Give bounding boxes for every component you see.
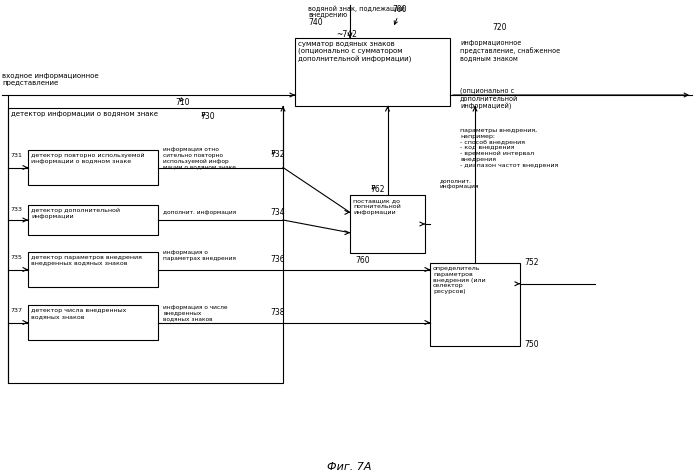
Text: детектор числа внедренных
водяных знаков: детектор числа внедренных водяных знаков <box>31 308 127 319</box>
Text: детектор информации о водяном знаке: детектор информации о водяном знаке <box>11 111 158 117</box>
Text: информация отно
сительно повторно
используемой инфор
мации о водяном знаке: информация отно сительно повторно исполь… <box>163 147 236 169</box>
Text: 762: 762 <box>370 185 384 194</box>
Text: детектор параметров внедрения
внедренных водяных знаков: детектор параметров внедрения внедренных… <box>31 255 142 266</box>
Text: Фиг. 7А: Фиг. 7А <box>326 462 371 472</box>
Text: информационное
представление, снабженное
водяным знаком: информационное представление, снабженное… <box>460 40 560 61</box>
Text: 735: 735 <box>10 255 22 260</box>
Text: информация о числе
внедренных
водяных знаков: информация о числе внедренных водяных зн… <box>163 305 228 322</box>
Text: водяной знак, подлежащий
внедрению: водяной знак, подлежащий внедрению <box>308 5 405 19</box>
Text: дополнит. информация: дополнит. информация <box>163 210 236 215</box>
Text: 730: 730 <box>200 112 215 121</box>
FancyBboxPatch shape <box>28 252 158 287</box>
FancyBboxPatch shape <box>350 195 425 253</box>
Text: поставщик до
попнительной
информации: поставщик до попнительной информации <box>353 198 401 215</box>
Text: 736: 736 <box>270 255 284 264</box>
Text: 734: 734 <box>270 208 284 217</box>
Text: 733: 733 <box>10 207 22 212</box>
Text: 752: 752 <box>524 258 538 267</box>
Text: 732: 732 <box>270 150 284 159</box>
Text: 710: 710 <box>175 98 189 107</box>
Text: детектор повторно используемой
информации о водяном знаке: детектор повторно используемой информаци… <box>31 153 145 164</box>
Text: определитель
параметров
внедрения (или
селектор
ресурсов): определитель параметров внедрения (или с… <box>433 266 486 294</box>
Text: сумматор водяных знаков
(опционально с сумматором
дополнительной информации): сумматор водяных знаков (опционально с с… <box>298 41 412 63</box>
Text: ~742: ~742 <box>336 30 357 39</box>
FancyBboxPatch shape <box>28 305 158 340</box>
Text: 750: 750 <box>524 340 539 349</box>
FancyBboxPatch shape <box>28 205 158 235</box>
Text: 740: 740 <box>308 18 323 27</box>
Text: 738: 738 <box>270 308 284 317</box>
Text: 720: 720 <box>492 23 507 32</box>
Text: входное информационное
представление: входное информационное представление <box>2 73 99 86</box>
Text: параметры внедрения,
например:
- способ внедрения
- код внедрения
- временной ин: параметры внедрения, например: - способ … <box>460 128 559 168</box>
Text: 737: 737 <box>10 308 22 313</box>
Text: дополнит.
информация: дополнит. информация <box>440 178 480 189</box>
Text: (опционально с
дополнительной
информацией): (опционально с дополнительной информацие… <box>460 88 519 110</box>
FancyBboxPatch shape <box>8 108 283 383</box>
Text: детектор дополнительной
информации: детектор дополнительной информации <box>31 208 120 219</box>
Text: 760: 760 <box>355 256 370 265</box>
Text: информация о
параметрах внедрения: информация о параметрах внедрения <box>163 250 236 261</box>
FancyBboxPatch shape <box>295 38 450 106</box>
Text: 731: 731 <box>10 153 22 158</box>
FancyBboxPatch shape <box>430 263 520 346</box>
Text: 700: 700 <box>392 5 407 14</box>
FancyBboxPatch shape <box>28 150 158 185</box>
